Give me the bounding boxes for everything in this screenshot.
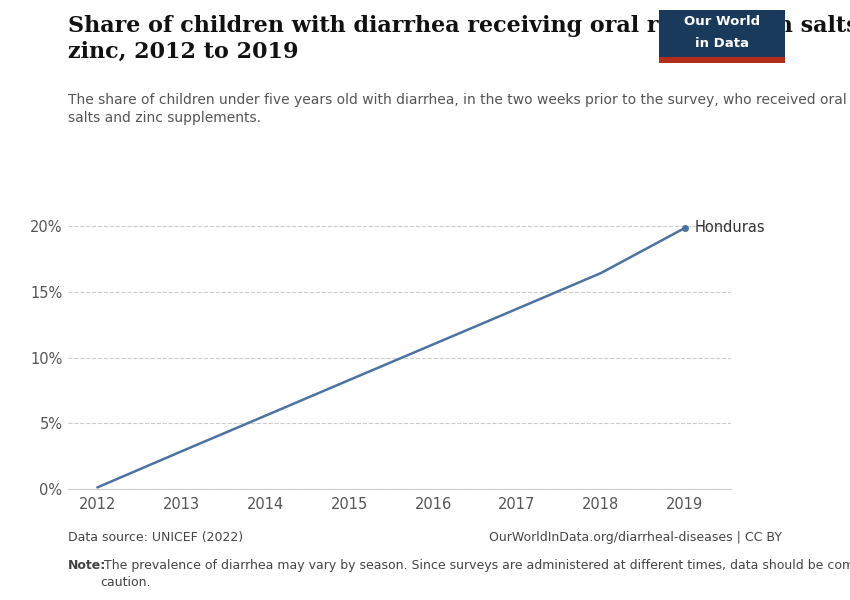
Text: Share of children with diarrhea receiving oral rehydration salts and
zinc, 2012 : Share of children with diarrhea receivin… — [68, 15, 850, 63]
Text: Note:: Note: — [68, 559, 106, 572]
Text: The prevalence of diarrhea may vary by season. Since surveys are administered at: The prevalence of diarrhea may vary by s… — [100, 559, 850, 589]
Text: Data source: UNICEF (2022): Data source: UNICEF (2022) — [68, 531, 243, 544]
Text: Honduras: Honduras — [695, 220, 766, 235]
Text: OurWorldInData.org/diarrheal-diseases | CC BY: OurWorldInData.org/diarrheal-diseases | … — [489, 531, 782, 544]
Text: The share of children under five years old with diarrhea, in the two weeks prior: The share of children under five years o… — [68, 93, 850, 125]
Text: Our World: Our World — [683, 15, 760, 28]
Text: in Data: in Data — [694, 37, 749, 50]
